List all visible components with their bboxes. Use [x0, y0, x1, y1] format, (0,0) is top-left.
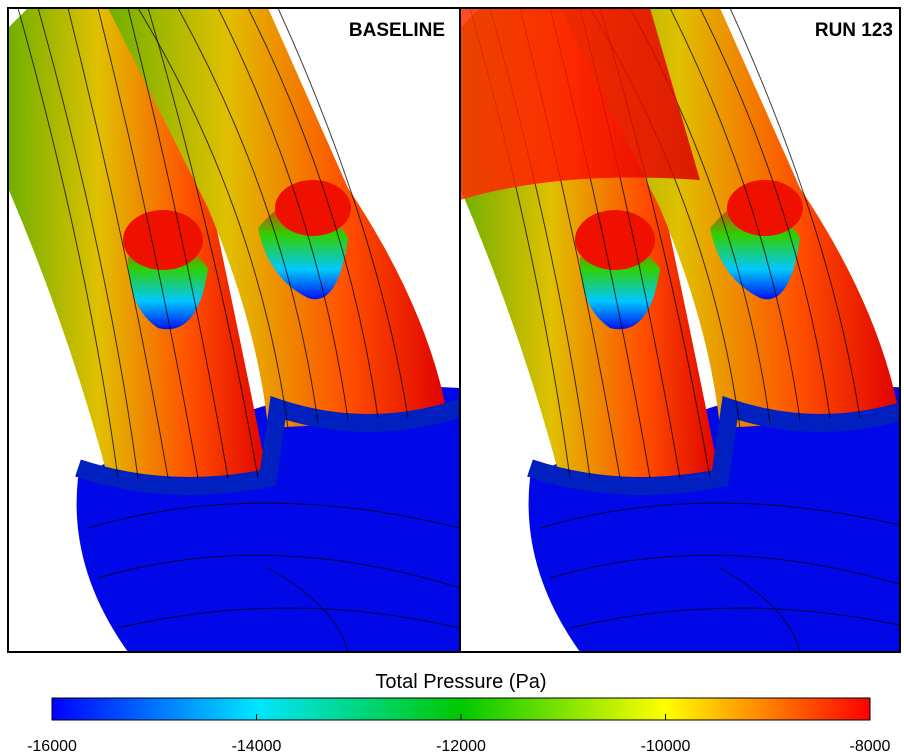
run-panel: [460, 8, 904, 652]
colorbar-title: Total Pressure (Pa): [375, 671, 546, 693]
colorbar-tick-label: -14000: [232, 738, 282, 755]
colorbar-tick-label: -8000: [850, 738, 891, 755]
panel-label: RUN 123: [815, 20, 893, 41]
page: BASELINE RUN 123 Total Pressure (Pa) -16…: [0, 0, 904, 755]
figure: BASELINE RUN 123 Total Pressure (Pa) -16…: [0, 0, 904, 755]
colorbar-tick-label: -10000: [641, 738, 691, 755]
baseline-panel: [8, 8, 460, 652]
colorbar-tick-label: -16000: [27, 738, 77, 755]
colorbar-tick-label: -12000: [436, 738, 486, 755]
panel-label: BASELINE: [349, 20, 445, 41]
